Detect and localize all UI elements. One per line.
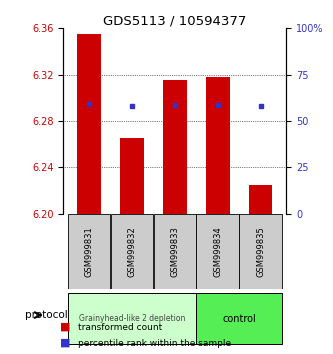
FancyBboxPatch shape — [196, 214, 239, 289]
FancyBboxPatch shape — [68, 214, 110, 289]
Text: GSM999833: GSM999833 — [170, 226, 179, 277]
FancyBboxPatch shape — [239, 214, 282, 289]
Text: transformed count: transformed count — [78, 324, 163, 332]
Text: Grainyhead-like 2 depletion: Grainyhead-like 2 depletion — [79, 314, 185, 323]
Text: ■: ■ — [60, 322, 71, 332]
FancyBboxPatch shape — [68, 293, 196, 344]
Bar — [77, 34, 101, 214]
Bar — [249, 185, 272, 214]
Bar — [163, 80, 186, 214]
Title: GDS5113 / 10594377: GDS5113 / 10594377 — [103, 14, 246, 27]
Text: GSM999834: GSM999834 — [213, 226, 222, 277]
FancyBboxPatch shape — [154, 214, 196, 289]
Text: control: control — [222, 314, 256, 324]
Bar — [120, 138, 144, 214]
Text: percentile rank within the sample: percentile rank within the sample — [78, 339, 231, 348]
Bar — [206, 77, 229, 214]
FancyBboxPatch shape — [196, 293, 282, 344]
Text: ■: ■ — [60, 338, 71, 348]
Text: GSM999832: GSM999832 — [128, 226, 137, 277]
Text: GSM999835: GSM999835 — [256, 226, 265, 277]
Text: GSM999831: GSM999831 — [85, 226, 94, 277]
Text: protocol: protocol — [25, 310, 68, 320]
FancyBboxPatch shape — [111, 214, 153, 289]
